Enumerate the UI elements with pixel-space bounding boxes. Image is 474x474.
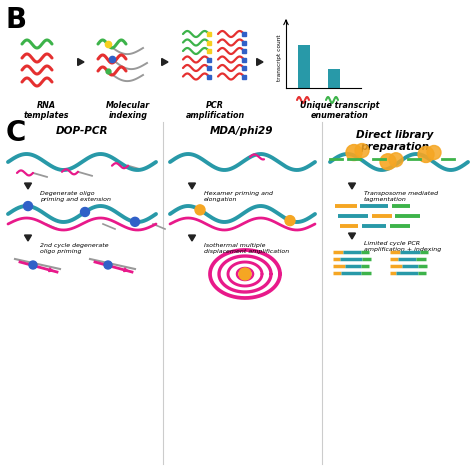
Text: MDA/phi29: MDA/phi29 [210,126,274,136]
Bar [298,45,310,88]
Text: Transposome mediated
tagmentation: Transposome mediated tagmentation [364,191,438,202]
Polygon shape [162,58,168,65]
Polygon shape [189,235,195,241]
Circle shape [427,146,441,159]
Circle shape [285,216,295,226]
Circle shape [104,261,112,269]
Text: Isothermal multiple
displacement amplification: Isothermal multiple displacement amplifi… [204,243,289,254]
Text: RNA
templates: RNA templates [23,101,69,120]
Polygon shape [189,183,195,189]
Polygon shape [348,233,356,239]
Text: C: C [6,119,27,147]
Circle shape [130,217,139,226]
Polygon shape [25,235,31,241]
Circle shape [355,144,369,157]
Text: Molecular
indexing: Molecular indexing [106,101,150,120]
Text: transcript count: transcript count [277,35,282,82]
Text: Direct library
preparation: Direct library preparation [356,130,434,152]
Circle shape [239,268,251,280]
Circle shape [195,205,205,215]
Text: DOP-PCR: DOP-PCR [56,126,108,136]
Text: Limited cycle PCR
amplification + indexing: Limited cycle PCR amplification + indexi… [364,241,441,252]
Circle shape [29,261,37,269]
Circle shape [389,153,403,167]
Circle shape [380,154,396,170]
Text: 2nd cycle degenerate
oligo priming: 2nd cycle degenerate oligo priming [40,243,109,254]
Text: Unique transcript
enumeration: Unique transcript enumeration [300,101,380,120]
Circle shape [418,146,434,163]
Text: PCR
amplification: PCR amplification [185,101,245,120]
Bar [328,69,340,88]
Polygon shape [25,183,31,189]
Polygon shape [78,58,84,65]
Text: B: B [6,6,27,34]
Circle shape [81,208,90,217]
Polygon shape [257,58,263,65]
Text: Hexamer priming and
elongation: Hexamer priming and elongation [204,191,273,202]
Text: Degenerate oligo
priming and extension: Degenerate oligo priming and extension [40,191,111,202]
Polygon shape [348,183,356,189]
Circle shape [24,201,33,210]
Circle shape [346,145,362,161]
